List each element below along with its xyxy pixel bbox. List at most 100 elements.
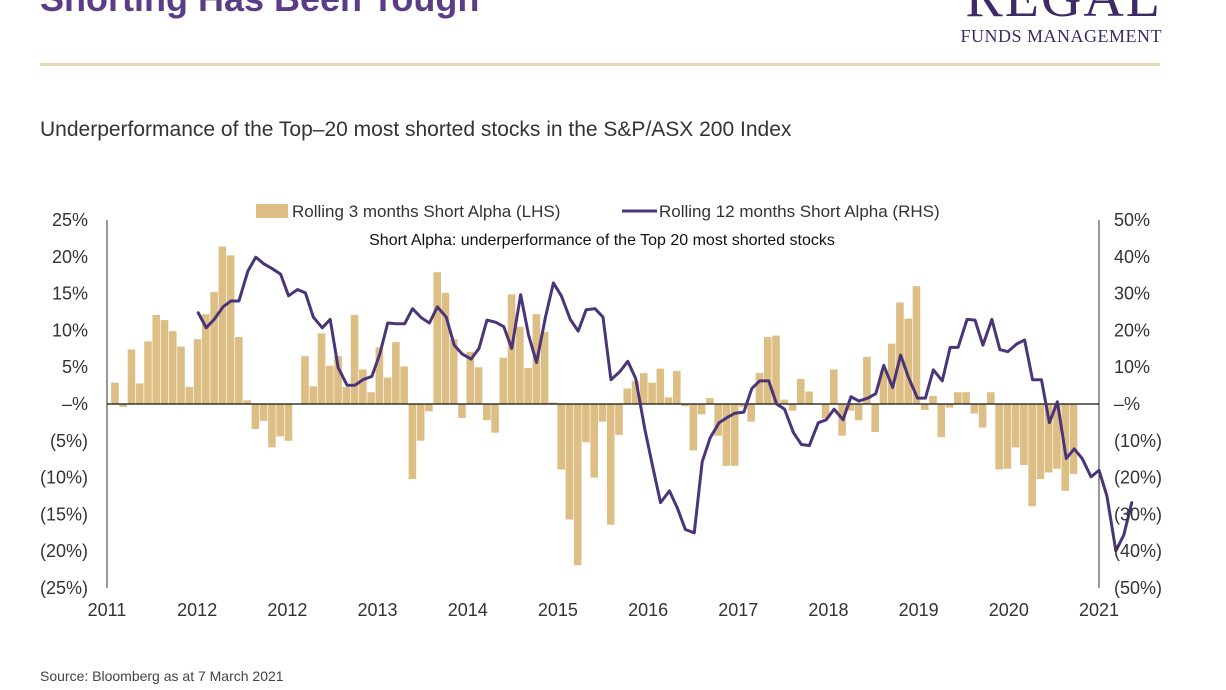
bar bbox=[226, 255, 235, 404]
bar bbox=[904, 318, 913, 404]
regal-logo: REGAL FUNDS MANAGEMENT bbox=[960, 0, 1162, 47]
y-right-tick-label: 40% bbox=[1114, 247, 1150, 267]
bar bbox=[135, 383, 144, 404]
chart-annotation: Short Alpha: underperformance of the Top… bbox=[369, 232, 835, 249]
bar bbox=[846, 404, 855, 411]
bar bbox=[334, 356, 342, 404]
bar bbox=[1003, 404, 1012, 469]
bar bbox=[276, 404, 284, 437]
bar bbox=[416, 404, 425, 441]
y-left-tick-label: 25% bbox=[52, 210, 88, 230]
bar bbox=[317, 333, 326, 404]
bar bbox=[540, 331, 549, 404]
bar bbox=[929, 395, 937, 404]
bar bbox=[557, 404, 565, 470]
bar bbox=[193, 339, 202, 404]
bar bbox=[342, 387, 351, 404]
bar bbox=[598, 404, 607, 422]
bar bbox=[1011, 404, 1020, 448]
chart-subtitle: Underperformance of the Top–20 most shor… bbox=[40, 118, 792, 141]
bar bbox=[747, 404, 756, 422]
bar bbox=[218, 246, 227, 404]
bar bbox=[177, 346, 185, 404]
y-right-tick-label: 30% bbox=[1114, 284, 1150, 304]
logo-wordmark: REGAL bbox=[960, 0, 1162, 26]
bar bbox=[259, 404, 268, 421]
bar bbox=[664, 397, 673, 404]
bar bbox=[871, 404, 879, 432]
x-tick-label: 2012 bbox=[177, 600, 217, 620]
bar bbox=[772, 335, 780, 404]
y-left-tick-label: (15%) bbox=[40, 504, 88, 524]
bar bbox=[573, 404, 582, 566]
page-title: Shorting Has Been Tough bbox=[40, 0, 479, 20]
bar bbox=[202, 314, 210, 404]
bar bbox=[962, 392, 970, 404]
legend-label-line: Rolling 12 months Short Alpha (RHS) bbox=[659, 202, 940, 221]
bar bbox=[152, 314, 161, 404]
bar bbox=[714, 404, 722, 436]
bar bbox=[235, 337, 243, 404]
bar bbox=[780, 399, 789, 404]
bar bbox=[127, 349, 136, 404]
bar bbox=[111, 382, 119, 404]
bar bbox=[359, 369, 367, 404]
bar bbox=[367, 392, 375, 404]
bar bbox=[722, 404, 731, 466]
bar bbox=[1028, 404, 1036, 507]
bar bbox=[565, 404, 574, 520]
y-left-tick-label: (10%) bbox=[40, 468, 88, 488]
bar bbox=[482, 404, 491, 421]
bar bbox=[970, 404, 979, 414]
y-right-tick-label: (50%) bbox=[1114, 578, 1162, 598]
bar bbox=[383, 377, 392, 404]
bar bbox=[648, 382, 656, 404]
y-left-tick-label: 5% bbox=[62, 357, 88, 377]
bar bbox=[763, 337, 772, 404]
bar bbox=[160, 320, 169, 404]
bar bbox=[954, 392, 962, 404]
y-left-tick-label: (20%) bbox=[40, 541, 88, 561]
bar bbox=[301, 356, 309, 404]
bar bbox=[788, 404, 797, 411]
bar bbox=[524, 367, 532, 404]
bar bbox=[755, 373, 764, 404]
bar bbox=[441, 292, 450, 404]
bar bbox=[912, 286, 921, 404]
bar bbox=[516, 326, 524, 404]
y-right-tick-label: (20%) bbox=[1114, 468, 1162, 488]
bar bbox=[854, 404, 863, 421]
bar bbox=[639, 373, 648, 404]
bar bbox=[491, 404, 499, 433]
header-divider bbox=[40, 63, 1160, 66]
y-left-tick-label: –% bbox=[62, 394, 88, 414]
bar bbox=[830, 369, 838, 404]
bar bbox=[863, 356, 871, 404]
y-right-tick-label: (30%) bbox=[1114, 504, 1162, 524]
x-tick-label: 2017 bbox=[718, 600, 758, 620]
y-left-tick-label: (25%) bbox=[40, 578, 88, 598]
bar bbox=[681, 404, 689, 407]
bar bbox=[606, 404, 615, 525]
bar bbox=[805, 391, 813, 404]
bar bbox=[251, 404, 260, 430]
y-right-tick-label: (10%) bbox=[1114, 431, 1162, 451]
logo-subtitle: FUNDS MANAGEMENT bbox=[960, 26, 1162, 46]
y-right-tick-label: 50% bbox=[1114, 210, 1150, 230]
x-tick-label: 2021 bbox=[1079, 600, 1119, 620]
y-right-tick-label: 10% bbox=[1114, 357, 1150, 377]
bar bbox=[821, 404, 830, 418]
x-tick-label: 2013 bbox=[358, 600, 398, 620]
bar bbox=[730, 404, 739, 466]
bar bbox=[739, 404, 747, 407]
x-tick-label: 2016 bbox=[628, 600, 668, 620]
y-left-tick-label: 20% bbox=[52, 247, 88, 267]
bar bbox=[325, 365, 334, 404]
bar bbox=[408, 404, 417, 480]
bar bbox=[185, 387, 194, 404]
x-tick-label: 2011 bbox=[88, 600, 127, 620]
y-right-tick-label: (40%) bbox=[1114, 541, 1162, 561]
bar bbox=[689, 404, 698, 451]
bar bbox=[1036, 404, 1045, 480]
